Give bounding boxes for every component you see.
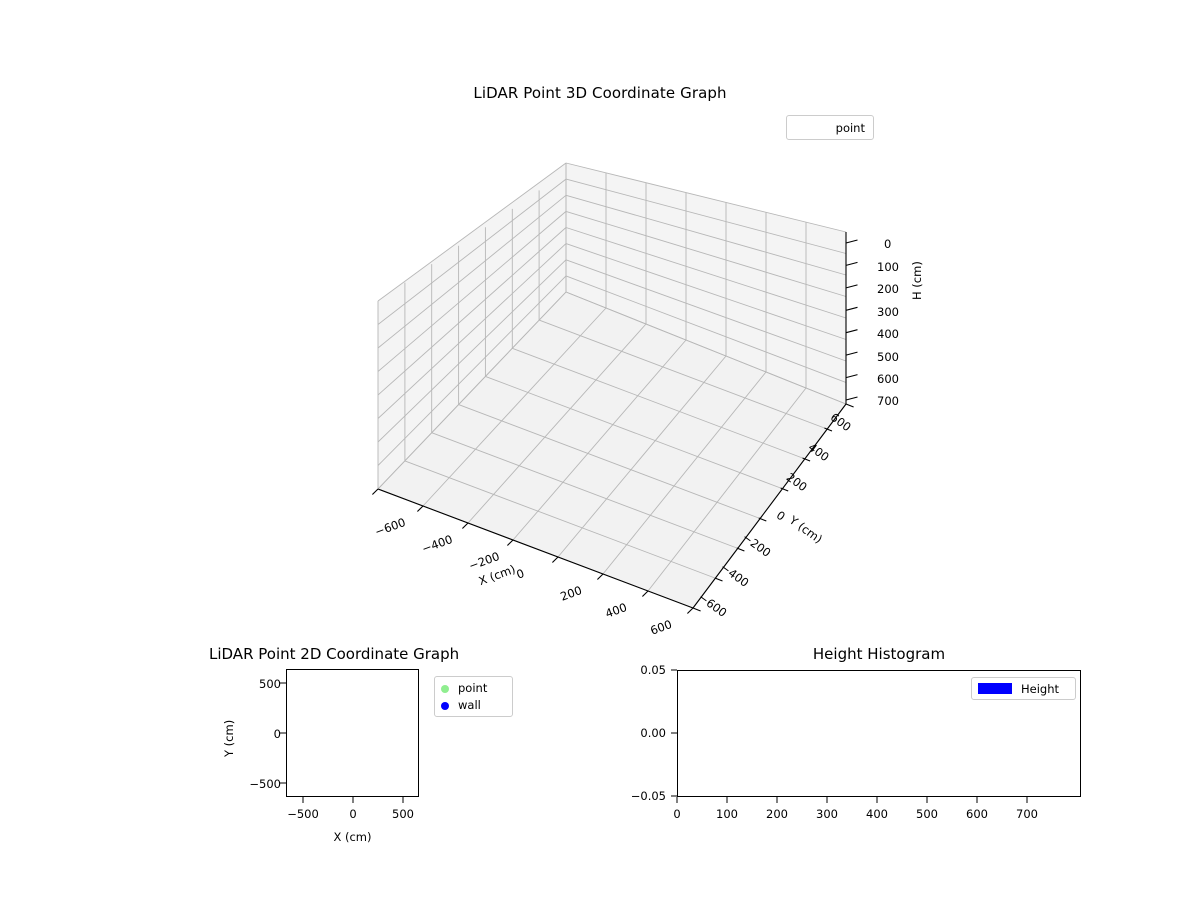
histogram-x-tick-label: 700: [1016, 807, 1038, 821]
plot2d-x-tick-label: 500: [392, 807, 414, 821]
plot3d-z-tick-label: 500: [877, 350, 899, 364]
legend-marker-wall-icon: [441, 701, 449, 710]
plot2d-title: LiDAR Point 2D Coordinate Graph: [209, 645, 460, 663]
histogram-legend[interactable]: Height: [971, 677, 1076, 700]
plot3d-z-axis-label: H (cm): [910, 261, 924, 300]
plot3d-z-tick-label: 200: [877, 282, 899, 296]
histogram-x-tick-label: 200: [766, 807, 788, 821]
plot2d-y-axis-label: Y (cm): [222, 719, 236, 757]
histogram-x-tick-label: 300: [816, 807, 838, 821]
plot3d-pane-floor: [378, 292, 846, 608]
plot2d-legend-label-wall: wall: [458, 697, 481, 712]
plot3d-title: LiDAR Point 3D Coordinate Graph: [473, 84, 727, 102]
histogram-legend-label-height: Height: [1021, 681, 1060, 696]
plot3d-legend-label-point: point: [835, 120, 865, 135]
plot3d-pane-left: [378, 163, 566, 489]
histogram-x-tick-label: 600: [966, 807, 988, 821]
plot3d-pane-back: [566, 163, 846, 404]
plot3d-x-ticks: [372, 488, 694, 614]
plot3d-z-tick-label: 700: [877, 394, 899, 408]
plot3d-z-tick-label: 100: [877, 260, 899, 274]
plot2d-y-tick-label: 0: [273, 727, 281, 741]
plot3d-z-tick-label: 400: [877, 327, 899, 341]
plot2d-legend-row-wall[interactable]: wall: [441, 697, 506, 714]
histogram-y-ticks: [671, 669, 677, 797]
plot2d-x-tick-label: 0: [349, 807, 357, 821]
plot2d-x-axis-label: X (cm): [333, 830, 372, 844]
histogram-x-ticks: [676, 797, 1028, 803]
plot2d-x-ticks: [302, 797, 404, 803]
plot2d-legend[interactable]: point wall: [434, 676, 513, 717]
plot2d-legend-row-point[interactable]: point: [441, 680, 506, 697]
plot3d-grid-left-horizontal: [377, 162, 567, 490]
histogram-x-tick-label: 100: [716, 807, 738, 821]
plot3d-y-spine: [692, 403, 847, 609]
plot3d-canvas: [372, 162, 858, 614]
legend-marker-height-icon: [978, 683, 1012, 694]
plot3d-z-tick-label: 600: [877, 372, 899, 386]
plot3d-grid-back-horizontal: [565, 162, 847, 405]
plot3d-z-tick-label: 0: [884, 237, 892, 251]
legend-marker-point-icon: [821, 123, 830, 132]
histogram-x-tick-label: 400: [866, 807, 888, 821]
legend-marker-point-icon: [441, 684, 449, 693]
histogram-title: Height Histogram: [812, 645, 946, 663]
plot2d-y-tick-label: −500: [249, 777, 281, 791]
histogram-x-tick-label: 500: [916, 807, 938, 821]
plot2d-y-tick-label: 500: [259, 677, 281, 691]
plot3d-axes[interactable]: [0, 0, 1200, 640]
plot3d-x-spine: [377, 488, 694, 609]
plot2d-legend-label-point: point: [458, 680, 488, 695]
plot2d-axes[interactable]: [286, 669, 419, 797]
plot3d-y-ticks: [692, 403, 854, 612]
plot3d-z-tick-label: 300: [877, 305, 899, 319]
plot2d-y-ticks: [280, 682, 286, 784]
plot2d-x-tick-label: −500: [287, 807, 319, 821]
histogram-x-tick-label: 0: [673, 807, 681, 821]
plot3d-legend[interactable]: point: [786, 115, 874, 140]
histogram-y-tick-label: −0.05: [630, 789, 666, 803]
histogram-y-tick-label: 0.05: [640, 663, 666, 677]
histogram-y-tick-label: 0.00: [640, 726, 666, 740]
plot3d-z-ticks: [845, 239, 858, 401]
